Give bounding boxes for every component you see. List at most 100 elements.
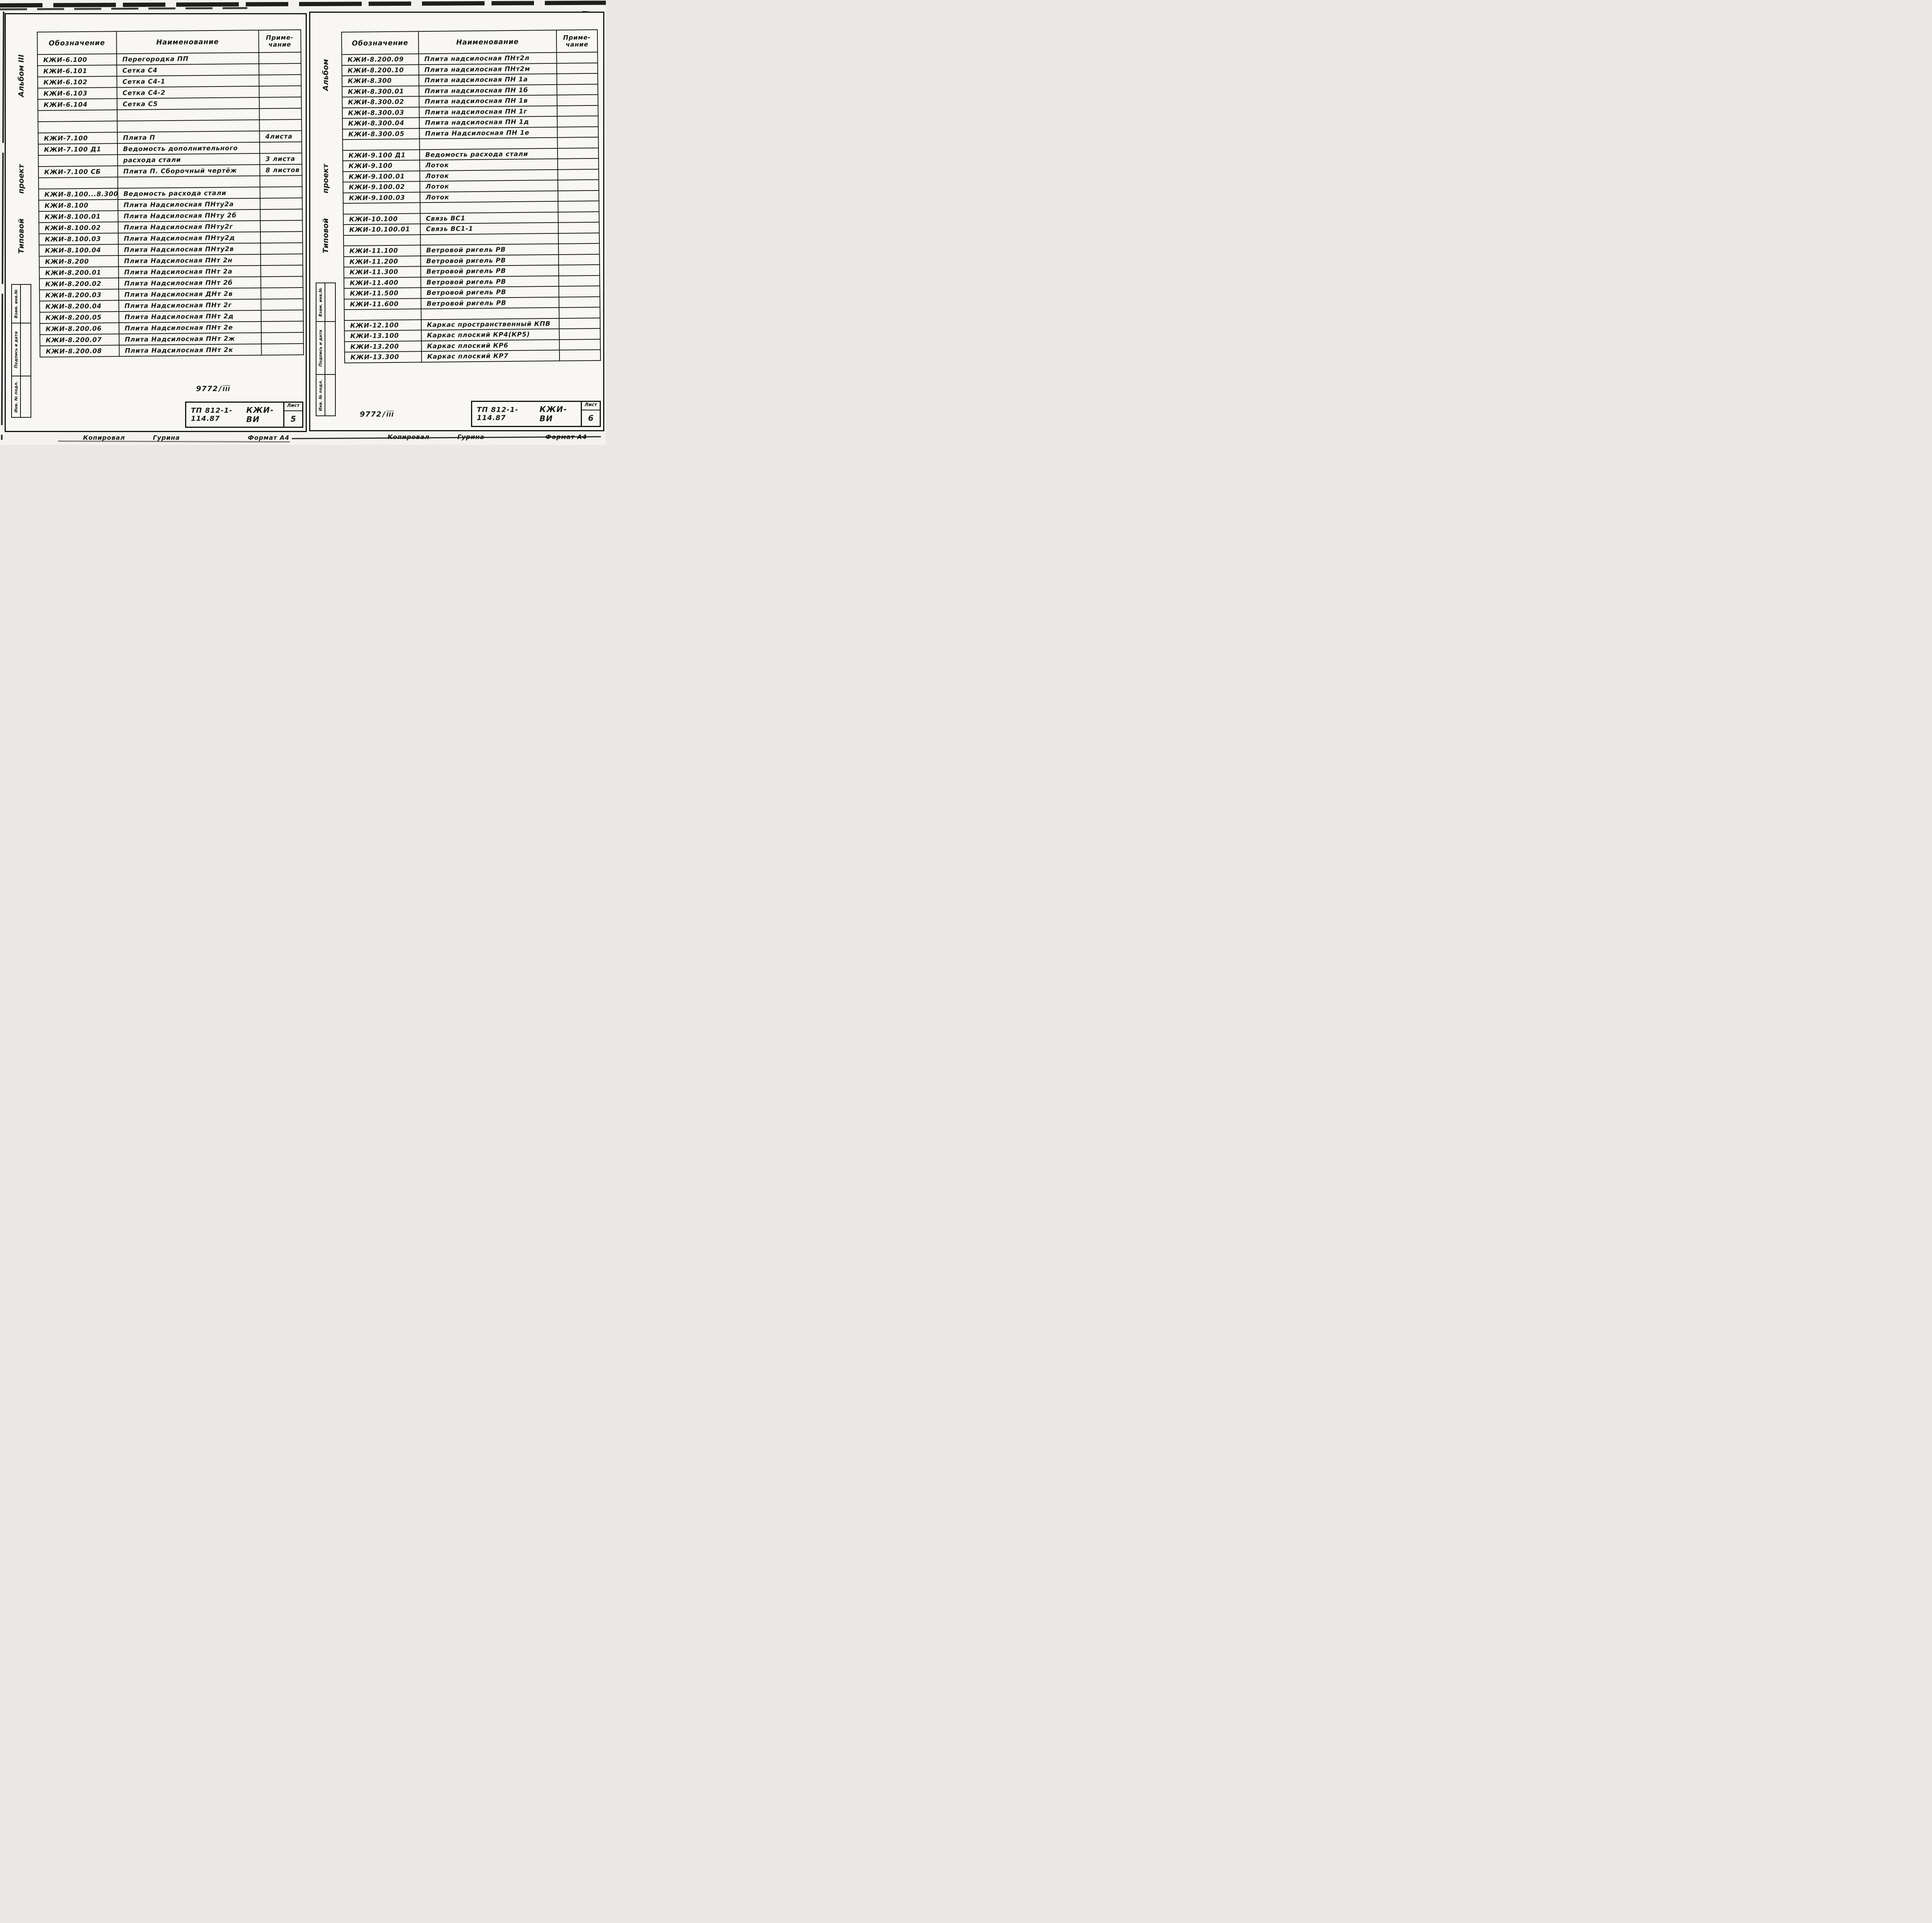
name-cell: Ветровой ригель РВ xyxy=(420,286,559,298)
designation-cell: КЖИ-8.200.08 xyxy=(40,345,119,357)
col-header-name: Наименование xyxy=(418,30,557,54)
copied-label: Копировал xyxy=(83,434,125,441)
name-cell xyxy=(117,108,260,121)
stamp-label-podpis: Подпись и дата xyxy=(316,322,325,374)
designation-cell: КЖИ-8.300.04 xyxy=(342,117,419,129)
name-cell: Лоток xyxy=(420,191,558,203)
note-cell xyxy=(558,243,600,255)
name-cell: Каркас плоский КР4(КР5) xyxy=(421,328,560,341)
name-cell: Ветровой ригель РВ xyxy=(420,254,559,267)
album-label: Альбом III xyxy=(17,54,26,97)
note-cell xyxy=(261,344,304,355)
designation-cell: КЖИ-9.100 xyxy=(343,160,420,172)
note-cell xyxy=(559,328,600,340)
note-cell xyxy=(259,86,301,97)
name-cell: Плита Надсилосная ПНт 2а xyxy=(118,265,261,278)
designation-cell: КЖИ-8.200.09 xyxy=(342,54,419,65)
designation-cell xyxy=(38,155,117,167)
scanned-document-page: 3 Альбом III проект Типовой Взам. инв.№ … xyxy=(0,0,606,445)
name-cell: Ведомость дополнительного xyxy=(117,142,260,155)
stamp-section: Подпись и дата xyxy=(316,322,335,375)
project-code: ТП 812-1-114.87 xyxy=(477,406,519,422)
set-code: КЖИ-ВИ xyxy=(246,405,274,424)
note-cell: 8 листов xyxy=(260,164,302,176)
stamp-section: Взам. инв.№ xyxy=(12,285,31,324)
designation-cell: КЖИ-8.100 xyxy=(39,199,118,211)
sheet-label: Лист xyxy=(582,402,600,410)
stamp-label-podpis: Подпись и дата xyxy=(12,323,21,376)
name-cell: Сетка С4-2 xyxy=(117,86,259,99)
note-cell xyxy=(259,75,301,86)
title-block-main: ТП 812-1-114.87 КЖИ-ВИ xyxy=(472,402,581,426)
designation-cell xyxy=(343,234,420,246)
note-cell xyxy=(260,175,302,187)
designation-cell: КЖИ-11.300 xyxy=(344,266,421,278)
slash xyxy=(218,385,223,393)
designation-cell: КЖИ-9.100.01 xyxy=(343,170,420,182)
note-cell xyxy=(559,318,600,329)
note-cell xyxy=(260,254,303,265)
name-cell xyxy=(117,119,260,133)
slash xyxy=(382,410,386,419)
designation-cell: КЖИ-8.300.02 xyxy=(342,96,419,108)
designation-cell: КЖИ-7.100 Д1 xyxy=(38,143,117,155)
stamp-section: Инв. № подл. xyxy=(12,376,31,417)
name-cell: Ведомость расхода стали xyxy=(419,148,558,160)
scan-edge-top-secondary xyxy=(0,7,248,10)
name-cell: Плита Надсилосная ПН 1е xyxy=(419,127,558,139)
name-cell: Плита Надсилосная ПНт 2г xyxy=(119,299,261,312)
note-cell xyxy=(261,321,304,333)
scan-edge-left xyxy=(1,11,5,440)
designation-cell: КЖИ-8.200.06 xyxy=(39,323,119,335)
name-cell xyxy=(420,201,558,213)
stamp-empty-cell xyxy=(21,376,31,417)
designation-cell xyxy=(343,203,420,214)
name-cell: Лоток xyxy=(419,158,558,171)
designation-cell xyxy=(344,309,421,320)
designation-cell xyxy=(38,110,117,122)
name-cell: Плита Надсилосная ПНту2а xyxy=(117,198,260,211)
designation-cell: КЖИ-11.100 xyxy=(344,245,421,257)
note-cell xyxy=(558,179,599,191)
set-code: КЖИ-ВИ xyxy=(539,405,568,423)
note-cell xyxy=(557,116,599,127)
designation-cell: КЖИ-8.200.04 xyxy=(39,300,119,312)
scan-edge-top xyxy=(0,0,606,8)
note-cell xyxy=(259,142,302,153)
stamp-empty-cell xyxy=(21,323,31,376)
name-cell: Ведомость расхода стали xyxy=(117,187,260,200)
designation-cell: КЖИ-8.200.10 xyxy=(342,64,419,76)
designation-cell: КЖИ-6.104 xyxy=(37,99,117,111)
designation-cell: КЖИ-9.100 Д1 xyxy=(342,149,420,161)
note-cell xyxy=(259,108,302,120)
name-cell: Плита Надсилосная ПНту2г xyxy=(118,220,260,233)
note-cell xyxy=(558,222,599,233)
designation-cell: КЖИ-12.100 xyxy=(344,319,421,331)
format-label: Формат А4 xyxy=(545,433,587,441)
name-cell xyxy=(421,307,560,320)
designation-cell: КЖИ-11.200 xyxy=(344,255,421,267)
designation-cell: КЖИ-8.200 xyxy=(39,255,119,267)
name-cell: Каркас пространственный КПВ xyxy=(421,318,560,330)
designation-cell: КЖИ-8.100.04 xyxy=(39,244,118,256)
note-cell xyxy=(558,190,599,201)
note-cell xyxy=(261,288,303,299)
designation-cell: КЖИ-13.100 xyxy=(344,330,422,342)
name-cell: Плита Надсилосная ДНт 2в xyxy=(118,288,261,301)
name-cell: Плита Надсилосная ПНту 2б xyxy=(117,209,260,222)
note-cell xyxy=(260,220,303,232)
name-cell: Плита надсилосная ПН 1а xyxy=(418,73,557,86)
designation-cell: КЖИ-8.200.07 xyxy=(40,334,119,346)
stamp-strip: Взам. инв.№ Подпись и дата Инв. № подл. xyxy=(11,284,31,418)
project-label: проект xyxy=(321,163,330,194)
designation-cell: КЖИ-8.200.01 xyxy=(39,267,119,279)
designation-cell: КЖИ-8.300.03 xyxy=(342,107,419,119)
header-row: Обозначение Наименование Приме- чание xyxy=(37,30,301,54)
designation-cell: КЖИ-7.100 xyxy=(38,132,117,144)
name-cell: Плита П. Сборочный чертёж xyxy=(117,164,260,177)
sheet-left: Альбом III проект Типовой Взам. инв.№ По… xyxy=(5,13,307,441)
name-cell: Плита надсилосная ПНт2л xyxy=(418,52,557,65)
designation-cell xyxy=(342,139,420,150)
format-label: Формат А4 xyxy=(248,434,289,441)
name-cell: Сетка С5 xyxy=(117,97,259,110)
